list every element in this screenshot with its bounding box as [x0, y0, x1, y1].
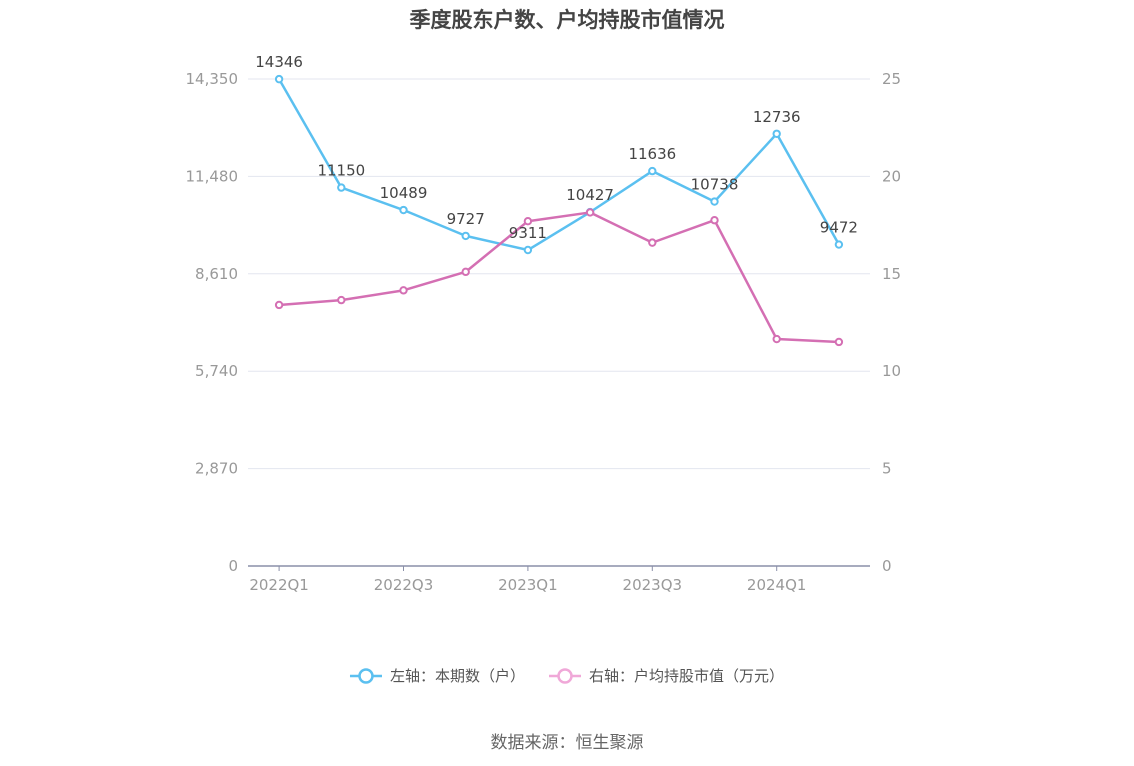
data-point — [772, 334, 781, 344]
data-point — [274, 74, 284, 84]
data-point — [399, 205, 408, 215]
data-label: 9472 — [820, 219, 858, 237]
data-label: 12736 — [753, 108, 801, 126]
data-point — [648, 166, 657, 176]
y-right-tick-label: 15 — [882, 265, 901, 283]
y-left-tick-label: 11,480 — [186, 167, 239, 185]
data-label: 11150 — [317, 162, 365, 180]
x-tick-label: 2024Q1 — [747, 576, 807, 594]
data-label: 9727 — [447, 210, 485, 228]
x-tick-label: 2022Q1 — [249, 576, 309, 594]
y-left-tick-label: 5,740 — [195, 362, 238, 380]
x-tick-label: 2022Q3 — [374, 576, 434, 594]
y-left-tick-label: 2,870 — [195, 460, 238, 478]
data-labels: 14346 11150 10489 9727 9311 10427 11636 10738 12… — [255, 53, 858, 242]
data-point — [772, 129, 781, 138]
y-left-tick-label: 14,350 — [186, 70, 239, 88]
y-right-tick-label: 20 — [882, 167, 901, 185]
data-point — [523, 245, 533, 255]
axes: 0 0 2,870 5 5,740 10 8,610 15 11,480 20 14,350 25 20… — [186, 70, 902, 594]
data-point — [523, 217, 533, 226]
x-tick-label: 2023Q1 — [498, 576, 558, 594]
data-point — [648, 238, 657, 247]
legend-label: 右轴：户均持股市值（万元） — [589, 667, 784, 685]
data-label: 14346 — [255, 53, 303, 71]
x-tick-label: 2023Q3 — [623, 576, 683, 594]
y-right-tick-label: 5 — [882, 460, 892, 478]
data-point — [710, 197, 719, 206]
y-right-tick-label: 25 — [882, 70, 901, 88]
legend-label: 左轴：本期数（户） — [390, 667, 525, 685]
data-label: 11636 — [628, 145, 676, 163]
chart-title: 季度股东户数、户均持股市值情况 — [409, 8, 725, 32]
legend-item-1: 左轴：本期数（户） — [349, 667, 525, 685]
series-line-2 — [279, 211, 839, 344]
data-point — [461, 267, 470, 277]
data-label: 10489 — [380, 184, 428, 202]
data-point — [274, 300, 284, 310]
data-point — [337, 183, 346, 192]
source-note: 数据来源：恒生聚源 — [490, 733, 644, 753]
y-right-tick-label: 0 — [882, 557, 892, 575]
grid-lines — [248, 78, 870, 470]
data-point — [710, 216, 719, 225]
data-label: 10427 — [566, 186, 614, 204]
y-left-tick-label: 0 — [228, 557, 238, 575]
data-point — [337, 295, 346, 305]
series-line-1 — [278, 78, 840, 252]
data-point — [585, 208, 595, 217]
data-point — [461, 231, 470, 241]
data-point — [834, 337, 844, 347]
data-point — [399, 286, 408, 295]
y-right-tick-label: 10 — [882, 362, 901, 380]
series-layer — [274, 74, 844, 347]
data-label: 10738 — [691, 176, 739, 194]
data-point — [834, 240, 844, 249]
y-left-tick-label: 8,610 — [195, 265, 238, 283]
legend-swatch-marker — [557, 668, 573, 684]
legend-swatch-marker — [358, 668, 374, 684]
legend-item-2: 右轴：户均持股市值（万元） — [549, 667, 784, 685]
data-label: 9311 — [509, 224, 547, 242]
legend: 左轴：本期数（户） 右轴：户均持股市值（万元） — [349, 667, 784, 685]
